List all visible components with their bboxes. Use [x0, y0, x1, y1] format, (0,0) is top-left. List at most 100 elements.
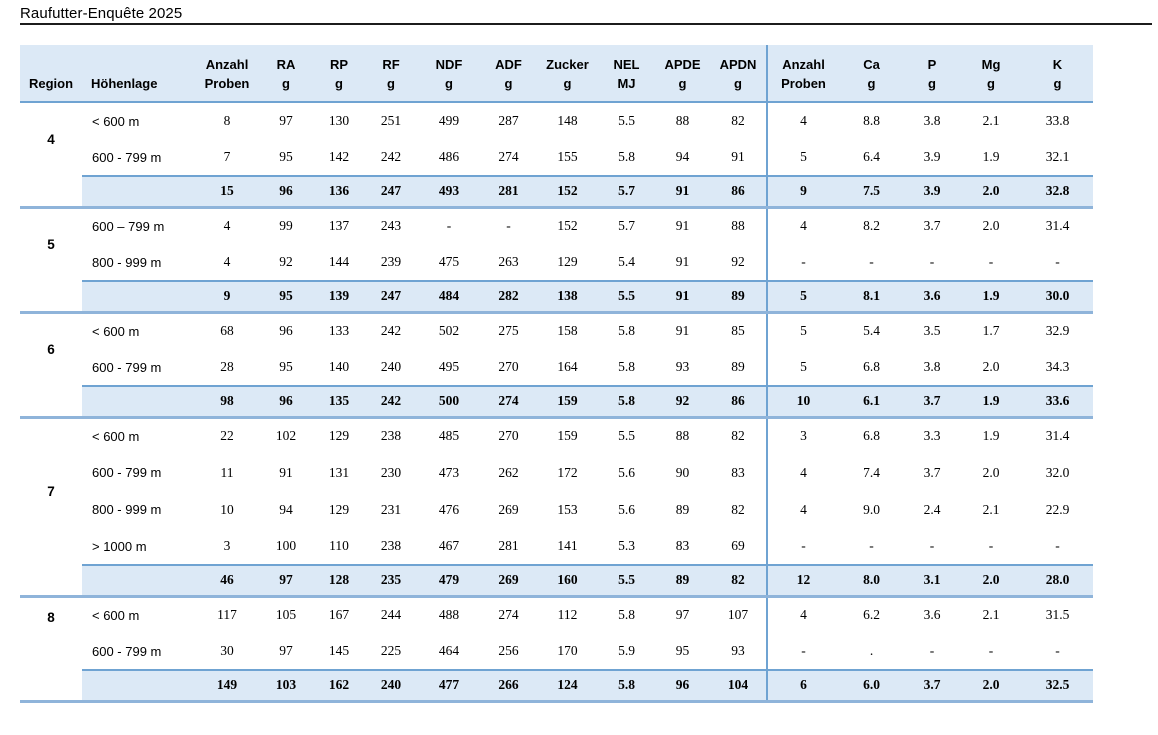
header-label-line2: g	[928, 76, 936, 91]
value-ndf: 467	[438, 538, 460, 553]
value-anzahl-proben: 4	[223, 254, 231, 269]
value-ca: 6.8	[863, 359, 880, 374]
total-ra: 95	[258, 280, 314, 314]
column-header-ra: RA g	[258, 45, 314, 103]
total-k: 32.5	[1022, 669, 1093, 703]
value-k: 33.8	[1045, 113, 1070, 128]
value-nel: 5.5	[618, 113, 635, 128]
value-apdn: 69	[710, 528, 768, 565]
value-apde: 89	[675, 501, 690, 517]
total-mg: 2.0	[960, 669, 1022, 703]
value-k: 31.4	[1045, 218, 1070, 234]
value-mg: -	[988, 538, 994, 553]
total-apdn: 82	[710, 564, 768, 598]
value-zucker: 172	[557, 464, 578, 480]
header-label-line2: g	[734, 76, 742, 91]
data-row: 6 < 600 m 68 96 133 242 502 275 158 5.8 91 85 5 5.4 3.…	[20, 312, 1093, 357]
value-zucker: 155	[557, 149, 578, 164]
value-apdn: 93	[710, 633, 768, 670]
value-rf: 242	[380, 149, 402, 164]
value-p: 3.8	[923, 359, 941, 374]
region-empty-cell	[20, 386, 82, 419]
total-adf: 282	[480, 280, 537, 314]
value-ca: 8.2	[863, 218, 880, 234]
data-row: 7 < 600 m 22 102 129 238 485 270 159 5.5 88 82 3 6.8 3…	[20, 417, 1093, 499]
value-ra: 92	[279, 254, 293, 269]
region-group-4: 4 < 600 m 8 97 130 251 499 287 148 5.5 88 82 4 8.8 3.8…	[20, 102, 1093, 209]
data-row: 5 600 – 799 m 4 99 137 243 - - 152 5.7 91 88 4 8.2 3.7…	[20, 207, 1093, 252]
hoehenlage-label: < 600 m	[92, 428, 140, 444]
value-rp: 137	[328, 218, 350, 234]
value-ra: 95	[279, 359, 293, 374]
value-apde: 91	[675, 254, 690, 269]
value-mg: -	[988, 254, 994, 269]
header-label-line1: ADF	[495, 57, 522, 72]
value-k: 34.3	[1045, 359, 1070, 374]
total-label-cell	[82, 669, 196, 703]
header-label-line2: Proben	[781, 76, 826, 91]
data-row: 800 - 999 m 10 94 129 231 476 269 153 5.6 89 82 4 9.…	[20, 491, 1093, 528]
value-apdn: 89	[710, 349, 768, 386]
value-p: 3.3	[923, 428, 941, 444]
column-header-nel: NEL MJ	[598, 45, 655, 103]
value-mg: -	[988, 643, 994, 658]
value-k: 31.5	[1045, 607, 1070, 623]
column-header-apde: APDE g	[655, 45, 710, 103]
total-mg: 1.9	[960, 280, 1022, 314]
value-anzahl-proben-2: -	[801, 254, 806, 269]
value-rp: 129	[328, 428, 350, 444]
total-ca: 6.1	[839, 385, 904, 419]
value-adf: 270	[498, 359, 519, 374]
header-label-line1: K	[1052, 57, 1063, 72]
value-ndf: -	[446, 218, 452, 234]
header-label-line2: Region	[28, 76, 74, 91]
hoehenlage-label: 800 - 999 m	[92, 254, 162, 270]
column-header-apdn: APDN g	[710, 45, 768, 103]
total-apdn: 104	[710, 669, 768, 703]
value-apde: 94	[675, 149, 690, 164]
region-empty-cell	[20, 565, 82, 598]
value-ca: 8.8	[863, 113, 880, 128]
value-rf: 230	[380, 464, 402, 480]
total-nel: 5.5	[598, 564, 655, 598]
value-rf: 242	[380, 323, 402, 339]
total-rp: 128	[314, 564, 364, 598]
value-anzahl-proben-2: 4	[800, 607, 807, 623]
data-row: 800 - 999 m 4 92 144 239 475 263 129 5.4 91 92 - - - -…	[20, 244, 1093, 281]
total-anzahl-proben: 15	[196, 175, 258, 209]
total-ra: 96	[258, 175, 314, 209]
total-ndf: 484	[418, 280, 480, 314]
value-zucker: 170	[557, 643, 578, 658]
total-ca: 7.5	[839, 175, 904, 209]
value-rp: 133	[328, 323, 350, 339]
region-group-5: 5 600 – 799 m 4 99 137 243 - - 152 5.7 91 88 4 8.2 3.7…	[20, 207, 1093, 314]
value-ndf: 485	[438, 428, 460, 444]
total-p: 3.7	[904, 385, 960, 419]
value-anzahl-proben: 4	[223, 218, 231, 234]
value-ndf: 473	[438, 464, 460, 480]
value-apde: 93	[675, 359, 690, 374]
value-ra: 94	[279, 501, 293, 517]
value-zucker: 164	[557, 359, 578, 374]
region-label: 4	[47, 132, 55, 147]
value-rf: 238	[380, 538, 402, 553]
value-p: 3.8	[923, 113, 941, 128]
value-apdn: 91	[710, 139, 768, 176]
total-apde: 89	[655, 564, 710, 598]
value-rf: 244	[380, 607, 402, 623]
value-apdn: 82	[710, 491, 768, 528]
total-ndf: 479	[418, 564, 480, 598]
value-k: 32.0	[1045, 464, 1070, 480]
header-label-line1: Anzahl	[782, 57, 825, 72]
total-anzahl-proben: 46	[196, 564, 258, 598]
data-row: 600 - 799 m 28 95 140 240 495 270 164 5.8 93 89 5 6.…	[20, 349, 1093, 386]
total-zucker: 160	[537, 564, 598, 598]
value-p: 2.4	[923, 501, 941, 517]
region-label: 6	[47, 342, 55, 358]
header-label-line1: Zucker	[546, 57, 589, 72]
value-nel: 5.7	[618, 218, 635, 234]
region-total-row: 46 97 128 235 479 269 160 5.5 89 82 12 8.0 3.1 2.0 28.…	[20, 564, 1093, 598]
total-ra: 97	[258, 564, 314, 598]
value-ndf: 502	[438, 323, 460, 339]
